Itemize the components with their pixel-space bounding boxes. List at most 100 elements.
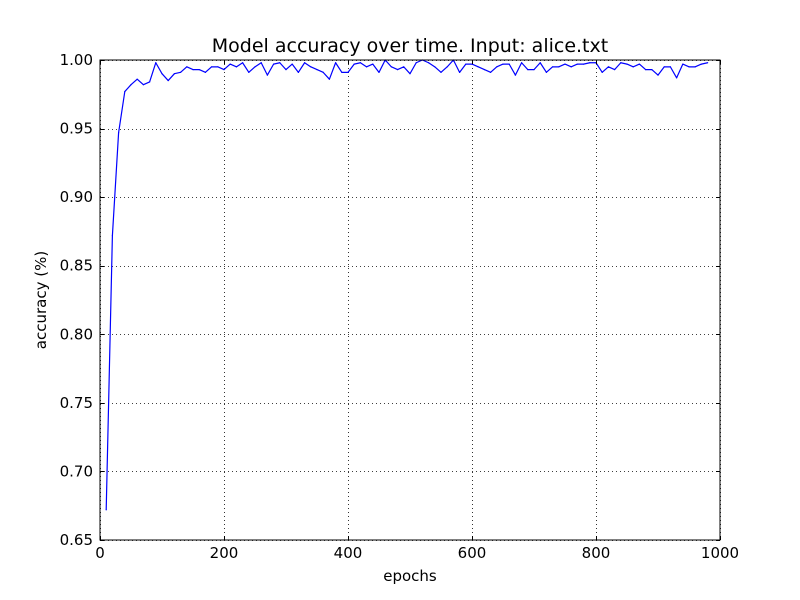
data-point — [161, 73, 163, 75]
data-point — [372, 63, 374, 65]
data-point — [409, 73, 411, 75]
data-point — [211, 66, 213, 68]
data-point — [204, 71, 206, 73]
x-tick-label: 1000 — [701, 544, 739, 562]
data-point — [254, 66, 256, 68]
data-point — [149, 81, 151, 83]
x-tick-label: 0 — [95, 544, 105, 562]
data-point — [428, 62, 430, 64]
x-tick-label: 200 — [210, 544, 239, 562]
data-point — [694, 66, 696, 68]
data-point — [328, 78, 330, 80]
data-point — [111, 234, 113, 237]
data-point — [700, 63, 703, 65]
data-point — [390, 66, 392, 68]
data-point — [490, 71, 492, 73]
data-point — [465, 63, 467, 65]
plot-frame — [99, 59, 721, 541]
data-point — [669, 66, 672, 68]
data-point — [514, 74, 517, 76]
data-point — [297, 71, 299, 73]
data-point — [173, 73, 175, 75]
data-point — [558, 66, 560, 68]
x-tick-label: 800 — [582, 544, 611, 562]
data-point — [496, 66, 498, 68]
data-point — [545, 71, 548, 73]
x-tick-label: 600 — [458, 544, 487, 562]
data-point — [341, 71, 343, 73]
y-tick-label: 1.00 — [60, 51, 93, 69]
data-point — [285, 69, 287, 71]
data-point — [130, 84, 132, 86]
data-point — [570, 66, 572, 68]
series-lines — [105, 59, 709, 511]
y-tick-label: 0.80 — [60, 325, 93, 343]
data-point — [607, 66, 610, 68]
data-point — [217, 66, 219, 68]
y-tick-label: 0.75 — [60, 394, 93, 412]
data-point — [620, 62, 622, 64]
data-point — [477, 66, 479, 68]
x-axis-label: epochs — [383, 567, 437, 585]
data-point — [347, 71, 349, 73]
data-point — [266, 74, 268, 76]
data-point — [626, 63, 628, 65]
data-point — [508, 63, 510, 65]
data-point — [564, 63, 566, 65]
data-point — [186, 66, 188, 68]
tick-labels: 0 200 400 600 800 1000 0.65 0.70 0.75 0.80 0.85 0.9… — [60, 51, 740, 562]
data-point — [651, 69, 653, 71]
y-tick-label: 0.95 — [60, 120, 93, 138]
data-point — [192, 69, 194, 71]
data-point — [242, 62, 244, 64]
data-point — [310, 66, 312, 68]
data-point — [142, 84, 144, 86]
data-point — [335, 62, 337, 64]
data-point — [682, 63, 684, 65]
data-point — [235, 66, 237, 68]
data-point — [415, 62, 417, 64]
data-point — [260, 62, 262, 64]
data-point — [124, 90, 126, 93]
data-point — [521, 62, 523, 64]
data-point — [539, 62, 541, 64]
data-point — [136, 78, 138, 80]
data-point — [434, 66, 436, 68]
data-point — [533, 69, 535, 71]
data-point — [614, 69, 616, 71]
data-point — [316, 69, 318, 71]
data-point — [105, 509, 107, 511]
data-point — [353, 63, 355, 65]
data-point — [366, 66, 368, 68]
data-point — [527, 69, 529, 71]
data-point — [632, 66, 634, 68]
data-point — [440, 71, 442, 73]
y-tick-label: 0.65 — [60, 531, 93, 549]
data-point — [180, 71, 182, 73]
data-point — [304, 62, 306, 64]
data-point — [167, 79, 169, 82]
data-point — [676, 77, 678, 79]
axis-ticks — [100, 60, 721, 541]
data-point — [663, 66, 665, 68]
y-tick-label: 0.85 — [60, 257, 93, 275]
data-point — [155, 62, 157, 64]
data-point — [279, 62, 281, 64]
data-point — [638, 63, 641, 65]
y-tick-label: 0.90 — [60, 188, 93, 206]
data-point — [483, 69, 485, 71]
data-point — [322, 71, 324, 73]
data-point — [688, 66, 690, 68]
data-point — [229, 63, 231, 65]
plot-area — [100, 60, 720, 540]
y-tick-label: 0.70 — [60, 462, 93, 480]
data-point — [459, 71, 461, 73]
data-point — [359, 62, 361, 64]
data-point — [198, 69, 200, 71]
data-point — [576, 63, 579, 65]
data-point — [118, 132, 120, 134]
data-point — [223, 69, 225, 71]
series-line — [105, 59, 708, 510]
data-point — [583, 63, 585, 65]
